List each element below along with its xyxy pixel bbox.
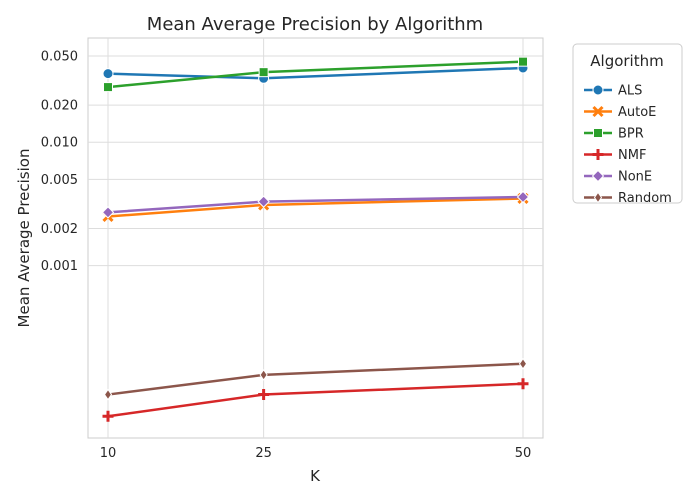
- data-point: [258, 67, 269, 78]
- legend-label: Random: [618, 191, 672, 206]
- data-point: [517, 378, 529, 390]
- data-point: [518, 56, 528, 67]
- legend: Algorithm ALS AutoE BPR NMF NonE Random: [572, 43, 683, 206]
- legend-marker: [593, 191, 603, 204]
- legend-item-nmf: NMF: [584, 148, 646, 163]
- legend-label: BPR: [618, 127, 644, 142]
- legend-label: NMF: [618, 148, 646, 163]
- x-tick-label: 25: [255, 446, 272, 461]
- data-point: [518, 357, 528, 370]
- x-tick-label: 50: [515, 446, 532, 461]
- legend-title: Algorithm: [590, 52, 663, 70]
- y-tick-label: 0.020: [41, 99, 78, 114]
- legend-frame: [572, 43, 683, 204]
- data-point: [102, 410, 114, 422]
- legend-item-random: Random: [584, 191, 672, 206]
- x-tick-label: 10: [100, 446, 117, 461]
- data-point: [258, 389, 270, 401]
- legend-label: NonE: [618, 170, 652, 185]
- legend-item-als: ALS: [584, 84, 642, 99]
- data-point: [103, 82, 113, 93]
- x-axis-label: K: [310, 467, 321, 485]
- chart-title: Mean Average Precision by Algorithm: [147, 14, 483, 35]
- series-bpr: [103, 56, 528, 93]
- plot-area: 10 25 50 0.050 0.020 0.010 0.005 0.002 0.001: [41, 37, 544, 461]
- legend-item-none: NonE: [584, 170, 652, 185]
- data-point: [259, 368, 268, 381]
- series-nmf: [102, 378, 529, 422]
- y-tick-label: 0.005: [41, 173, 78, 188]
- y-tick-label: 0.010: [41, 136, 78, 151]
- data-point: [101, 206, 115, 219]
- y-tick-label: 0.002: [41, 222, 78, 237]
- plot-frame: [87, 37, 544, 439]
- y-axis-label: Mean Average Precision: [15, 149, 33, 328]
- data-point: [257, 195, 270, 208]
- y-tick-label: 0.050: [41, 50, 78, 65]
- legend-item-autoe: AutoE: [584, 105, 656, 120]
- legend-label: AutoE: [618, 105, 656, 120]
- legend-marker: [592, 105, 604, 118]
- data-point: [103, 388, 113, 401]
- y-tick-label: 0.001: [41, 259, 78, 274]
- legend-item-bpr: BPR: [584, 127, 644, 142]
- legend-marker: [591, 169, 605, 183]
- legend-marker: [592, 149, 604, 160]
- series-random: [103, 357, 528, 401]
- legend-marker: [593, 128, 603, 138]
- data-point: [102, 68, 114, 80]
- legend-label: ALS: [618, 84, 642, 99]
- data-point: [516, 190, 530, 204]
- legend-marker: [592, 84, 604, 96]
- series-none: [101, 190, 530, 219]
